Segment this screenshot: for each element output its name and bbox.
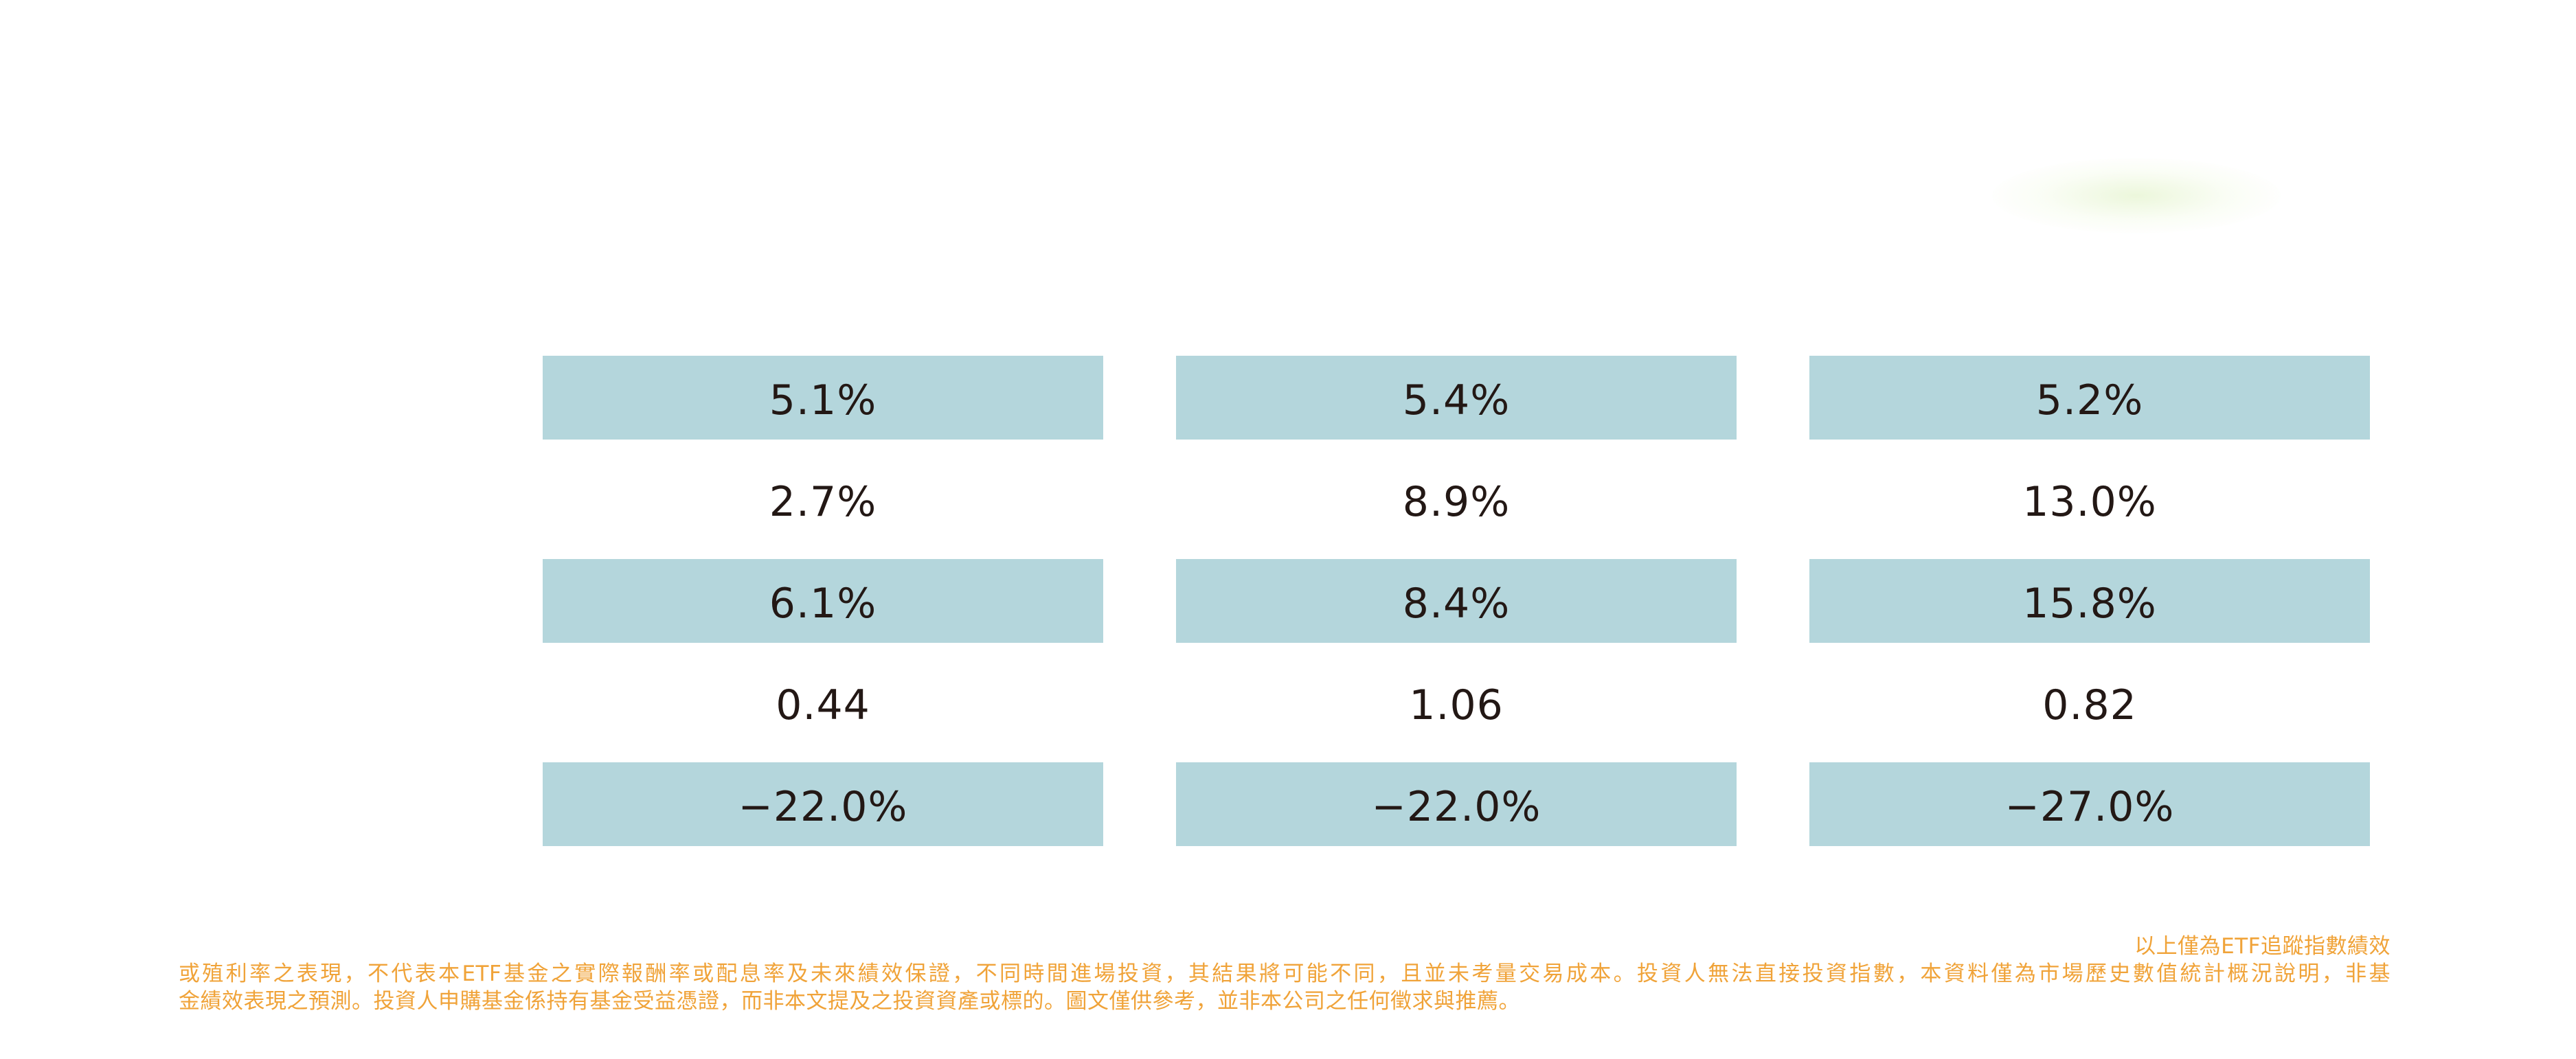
table-cell: 0.44	[776, 681, 870, 729]
table-cell: 6.1%	[543, 559, 1103, 643]
table-cell: 13.0%	[2022, 478, 2157, 526]
table-cell: −27.0%	[1809, 762, 2370, 846]
disclaimer-line: 或殖利率之表現，不代表本ETF基金之實際報酬率或配息率及未來績效保證，不同時間進…	[179, 961, 2391, 986]
table-cell: 8.4%	[1176, 559, 1737, 643]
table-cell: 2.7%	[769, 478, 877, 526]
table-cell: −22.0%	[543, 762, 1103, 846]
disclaimer-line: 以上僅為ETF追蹤指數績效	[2134, 934, 2391, 959]
table-cell: −22.0%	[1176, 762, 1737, 846]
table-cell: 15.8%	[1809, 559, 2370, 643]
stats-table: 5.1% 5.4% 5.2% 2.7% 8.9% 13.0% 6.1% 8.4%…	[543, 356, 2370, 846]
decorative-glow	[1992, 158, 2281, 234]
table-cell: 5.2%	[1809, 356, 2370, 440]
disclaimer-line: 金績效表現之預測。投資人申購基金係持有基金受益憑證，而非本文提及之投資資產或標的…	[179, 989, 1520, 1014]
table-cell: 0.82	[2042, 681, 2137, 729]
table-cell: 5.1%	[543, 356, 1103, 440]
table-cell: 1.06	[1409, 681, 1504, 729]
disclaimer-text: 以上僅為ETF追蹤指數績效 或殖利率之表現，不代表本ETF基金之實際報酬率或配息…	[179, 933, 2391, 1015]
table-cell: 8.9%	[1402, 478, 1511, 526]
table-cell: 5.4%	[1176, 356, 1737, 440]
